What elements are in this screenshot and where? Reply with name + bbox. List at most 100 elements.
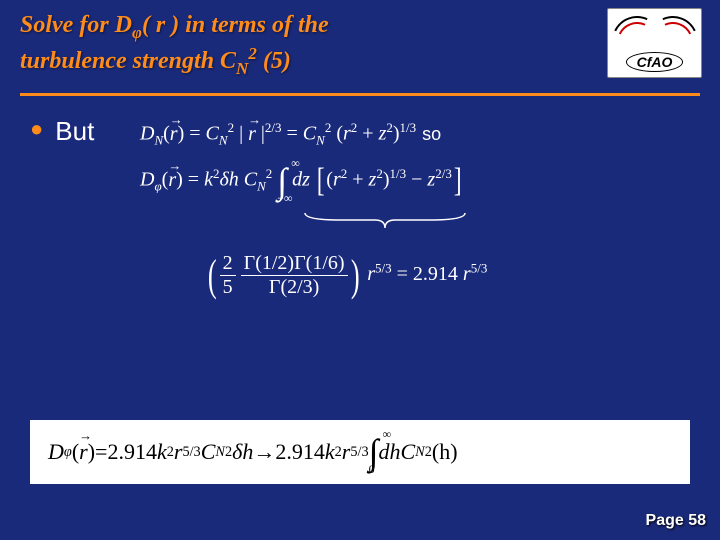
eq3-lp: ( [208,250,217,301]
eq2-lp2: ( [326,169,333,191]
eq3-2: 2 [220,252,236,276]
eq1-Csup2: 2 [325,120,332,135]
title-sub-n: N [236,59,248,78]
eq2-min: − [406,169,427,191]
eq3-r: r [367,263,375,285]
frac-2-5: 25 [220,252,236,299]
eq3-val: 2.914 [413,263,463,285]
eq3-re: 5/3 [375,260,392,275]
eq2-rp2: ) [383,169,390,191]
bullet-label: But [55,116,94,147]
underbrace [300,210,470,235]
eq3-g23: Γ(2/3) [241,276,348,299]
eq2-itop: ∞ [291,156,300,171]
eq1-Csub2: N [316,133,325,148]
bx-C2: C [400,439,415,465]
cfao-logo: CfAO [607,8,702,78]
eq2-rsq: r [333,169,341,191]
logo-arcs [615,14,695,50]
eq1-r2: r [248,123,256,145]
title-part1: Solve for D [20,12,132,38]
eq1-lp: ( [163,123,170,145]
eq1-rsq: r [343,123,351,145]
equation-gamma: (25 Γ(1/2)Γ(1/6)Γ(2/3)) r5/3 = 2.914 r5/… [205,250,487,301]
integral-icon-2: ∫∞0 [369,431,379,473]
eq1-r: r [170,123,178,145]
eq2-k: k [204,169,213,191]
eq1-exp2: 1/3 [400,120,417,135]
eq2-Csup: 2 [266,166,273,181]
eq2-Dsub: φ [154,179,161,194]
bx-eq: = [95,439,107,465]
eq1-D: D [140,123,154,145]
eq2-r: r [168,169,176,191]
eq3-g12: Γ(1/2) [244,252,294,274]
equation-dn: DN(r) = CN2 | r |2/3 = CN2 (r2 + z2)1/3s… [140,120,441,149]
eq1-eq2: = [282,123,303,145]
bx-k2: k [325,439,335,465]
slide-title: Solve for Dφ( r ) in terms of the turbul… [20,10,560,79]
eq1-Csub: N [219,133,228,148]
eq3-g16: Γ(1/6) [294,252,344,274]
eq3-eq: = [392,263,413,285]
bx-arrow: → [253,439,275,465]
bx-C1s: N [215,444,225,460]
frac-gamma: Γ(1/2)Γ(1/6)Γ(2/3) [241,252,348,299]
eq3-r2e: 5/3 [471,260,488,275]
eq2-plus: + [347,169,368,191]
eq1-Dsub: N [154,133,163,148]
title-part3: turbulence strength C [20,48,236,74]
eq2-dh: δh [219,169,238,191]
bx-C1e: 2 [225,444,232,461]
eq2-Csub: N [257,179,266,194]
slide-header: Solve for Dφ( r ) in terms of the turbul… [0,0,720,87]
eq1-op2: ( [336,123,343,145]
bx-C1: C [201,439,216,465]
title-part4: (5) [257,48,291,74]
bx-C2e: 2 [425,444,432,461]
bx-v1: 2.914 [107,439,157,465]
eq1-exp1: 2/3 [265,120,282,135]
equation-dphi-integral: Dφ(r) = k2δh CN2 ∫∞−∞ dz [(r2 + z2)1/3 −… [140,160,463,202]
bx-harg: (h) [432,439,458,465]
bx-k1e: 2 [167,444,174,461]
bx-ibot: 0 [369,462,375,477]
bx-dh2: dh [378,439,400,465]
bx-rce: 5/3 [350,444,368,461]
bx-lp: ( [72,439,79,465]
eq1-plus: + [357,123,378,145]
eq1-eq: = [184,123,205,145]
eq2-bo: [ [317,162,325,200]
bx-rb: r [174,439,183,465]
bx-rc: r [342,439,351,465]
eq2-dz: dz [292,169,310,191]
bx-C2s: N [415,444,425,460]
title-part2: ( r ) in terms of the [142,12,329,38]
eq1-bo: | [234,123,248,145]
bx-v2: 2.914 [275,439,325,465]
page-number: Page 58 [646,512,706,530]
bx-k2e: 2 [335,444,342,461]
bx-D: D [48,439,64,465]
eq1-so: so [422,124,441,144]
eq3-5: 5 [220,276,236,299]
eq2-C: C [244,169,257,191]
integral-icon: ∫∞−∞ [277,160,287,202]
bx-rbe: 5/3 [182,444,200,461]
eq3-r2: r [463,263,471,285]
bx-Dsub: φ [64,444,72,460]
bx-itop: ∞ [383,427,392,442]
eq1-C: C [206,123,219,145]
eq1-cl2: ) [393,123,400,145]
bx-r: r [79,439,88,464]
eq2-eq: = [183,169,204,191]
bx-dh1: δh [232,439,253,465]
brace-icon [300,210,470,230]
eq2-e1: 1/3 [390,166,407,181]
eq2-D: D [140,169,154,191]
eq2-e2: 2/3 [435,166,452,181]
title-sub-phi: φ [132,23,142,42]
eq1-C2: C [303,123,316,145]
result-box: Dφ(r) = 2.914 k2r5/3CN2 δh → 2.914 k2r5/… [30,420,690,484]
bx-k1: k [157,439,167,465]
